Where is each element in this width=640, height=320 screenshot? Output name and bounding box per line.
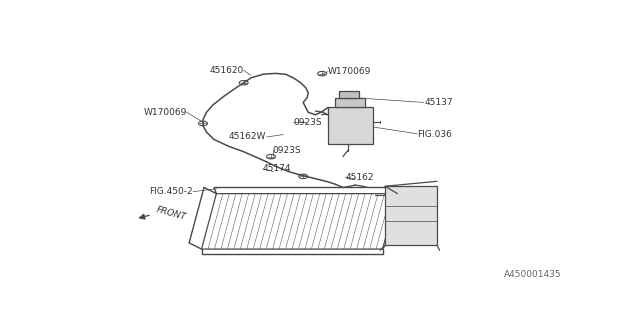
Text: FRONT: FRONT	[156, 205, 188, 222]
Polygon shape	[335, 98, 365, 108]
Text: 45162: 45162	[346, 173, 374, 182]
Text: FIG.036: FIG.036	[417, 130, 452, 139]
Text: 451620: 451620	[209, 66, 244, 75]
Text: 45137: 45137	[425, 98, 453, 107]
Polygon shape	[385, 186, 437, 245]
Text: 45174: 45174	[262, 164, 291, 173]
Text: W170069: W170069	[143, 108, 187, 117]
Text: 0923S: 0923S	[293, 118, 322, 127]
Polygon shape	[328, 108, 372, 144]
Text: 45162W: 45162W	[228, 132, 266, 141]
Text: FIG.450-2: FIG.450-2	[150, 187, 193, 196]
Text: 0923S: 0923S	[273, 146, 301, 155]
Polygon shape	[339, 92, 359, 98]
Text: A450001435: A450001435	[504, 270, 561, 279]
Text: W170069: W170069	[328, 67, 371, 76]
